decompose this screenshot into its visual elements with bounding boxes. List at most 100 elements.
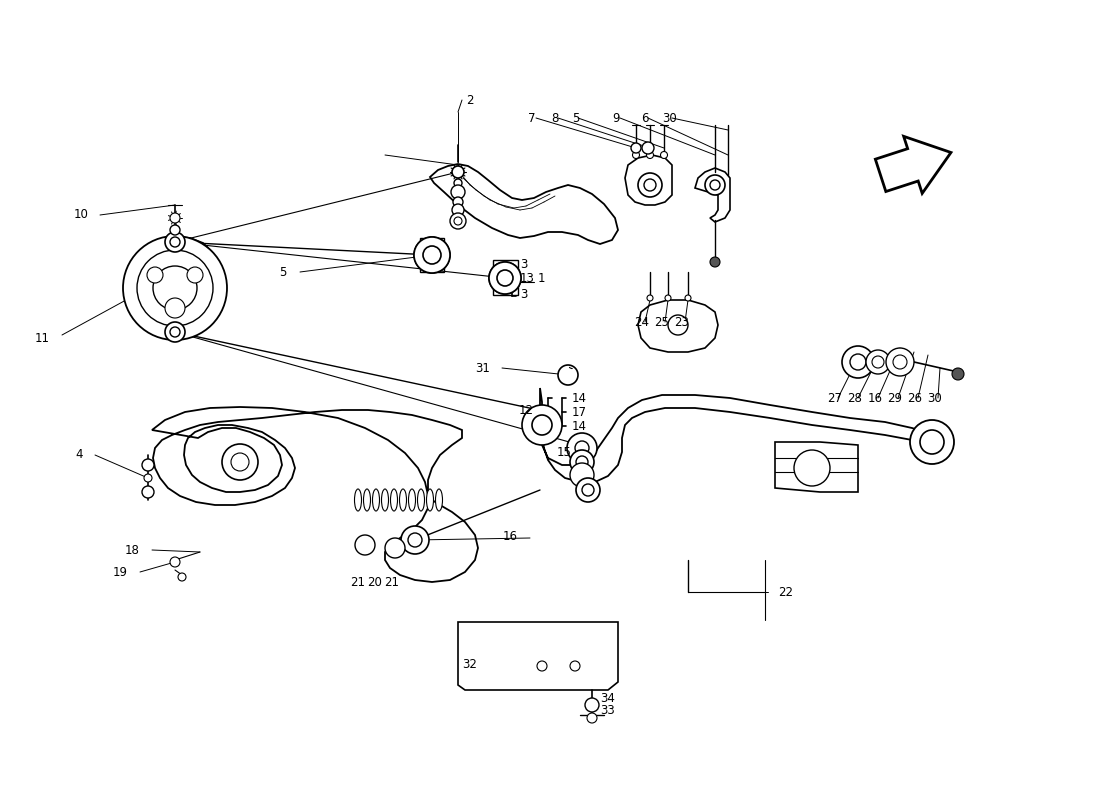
Circle shape	[451, 185, 465, 199]
Text: 4: 4	[76, 449, 82, 462]
Text: 16: 16	[868, 391, 882, 405]
Circle shape	[497, 270, 513, 286]
Text: 22: 22	[778, 586, 793, 598]
Circle shape	[705, 175, 725, 195]
Ellipse shape	[399, 489, 407, 511]
Circle shape	[644, 179, 656, 191]
Text: 3: 3	[520, 258, 527, 271]
Text: 19: 19	[113, 566, 128, 578]
Circle shape	[153, 266, 197, 310]
Text: 30: 30	[662, 111, 678, 125]
Ellipse shape	[354, 489, 362, 511]
Circle shape	[570, 463, 594, 487]
Circle shape	[170, 213, 180, 223]
Circle shape	[454, 217, 462, 225]
Ellipse shape	[408, 489, 416, 511]
Circle shape	[666, 295, 671, 301]
Circle shape	[144, 474, 152, 482]
Circle shape	[638, 173, 662, 197]
Circle shape	[660, 151, 668, 158]
Text: 30: 30	[927, 391, 943, 405]
Circle shape	[424, 246, 441, 264]
Polygon shape	[776, 442, 858, 492]
Circle shape	[582, 484, 594, 496]
Circle shape	[454, 179, 462, 187]
Circle shape	[575, 441, 589, 455]
Text: 9: 9	[613, 111, 619, 125]
Circle shape	[558, 365, 578, 385]
Text: 5: 5	[278, 266, 286, 278]
Circle shape	[452, 166, 464, 178]
Polygon shape	[695, 168, 730, 222]
Ellipse shape	[436, 489, 442, 511]
Text: 23: 23	[674, 315, 690, 329]
Circle shape	[170, 225, 180, 235]
Circle shape	[453, 197, 463, 207]
Text: 33: 33	[600, 703, 615, 717]
Text: 5: 5	[572, 111, 580, 125]
Circle shape	[142, 459, 154, 471]
Text: 31: 31	[475, 362, 490, 374]
Circle shape	[710, 257, 720, 267]
Circle shape	[490, 262, 521, 294]
Ellipse shape	[390, 489, 397, 511]
Text: 16: 16	[503, 530, 518, 542]
Text: 1: 1	[538, 273, 546, 286]
Circle shape	[794, 450, 830, 486]
Text: 20: 20	[367, 575, 383, 589]
Polygon shape	[625, 155, 672, 205]
Text: 12: 12	[519, 403, 534, 417]
Polygon shape	[130, 237, 220, 333]
Circle shape	[385, 538, 405, 558]
Circle shape	[142, 486, 154, 498]
Circle shape	[123, 236, 227, 340]
Circle shape	[165, 232, 185, 252]
Circle shape	[222, 444, 258, 480]
Circle shape	[408, 533, 422, 547]
Circle shape	[165, 322, 185, 342]
Circle shape	[414, 237, 450, 273]
Text: 26: 26	[908, 391, 923, 405]
Text: 11: 11	[35, 331, 50, 345]
Text: 18: 18	[125, 543, 140, 557]
Text: 10: 10	[74, 209, 89, 222]
Circle shape	[576, 478, 600, 502]
Circle shape	[532, 415, 552, 435]
Circle shape	[631, 143, 641, 153]
Text: 27: 27	[827, 391, 843, 405]
Text: 24: 24	[635, 315, 649, 329]
Circle shape	[576, 456, 588, 468]
Circle shape	[165, 298, 185, 318]
Circle shape	[920, 430, 944, 454]
Circle shape	[587, 713, 597, 723]
Circle shape	[522, 405, 562, 445]
Circle shape	[427, 250, 437, 260]
Text: 17: 17	[572, 406, 587, 418]
Circle shape	[452, 204, 464, 216]
Circle shape	[422, 245, 442, 265]
Circle shape	[570, 661, 580, 671]
Circle shape	[647, 295, 653, 301]
Circle shape	[910, 420, 954, 464]
Circle shape	[490, 262, 521, 294]
Circle shape	[170, 327, 180, 337]
Text: 21: 21	[351, 575, 365, 589]
Circle shape	[710, 180, 720, 190]
Circle shape	[497, 270, 513, 286]
Text: 34: 34	[600, 691, 615, 705]
Circle shape	[170, 557, 180, 567]
Circle shape	[170, 237, 180, 247]
Ellipse shape	[363, 489, 371, 511]
Text: 28: 28	[848, 391, 862, 405]
Circle shape	[872, 356, 884, 368]
Circle shape	[952, 368, 964, 380]
Text: 15: 15	[557, 446, 572, 458]
Text: 14: 14	[572, 391, 587, 405]
Text: 21: 21	[385, 575, 399, 589]
Polygon shape	[638, 300, 718, 352]
Circle shape	[842, 346, 874, 378]
Text: 13: 13	[520, 273, 535, 286]
Polygon shape	[430, 164, 618, 244]
Circle shape	[866, 350, 890, 374]
Circle shape	[147, 267, 163, 283]
